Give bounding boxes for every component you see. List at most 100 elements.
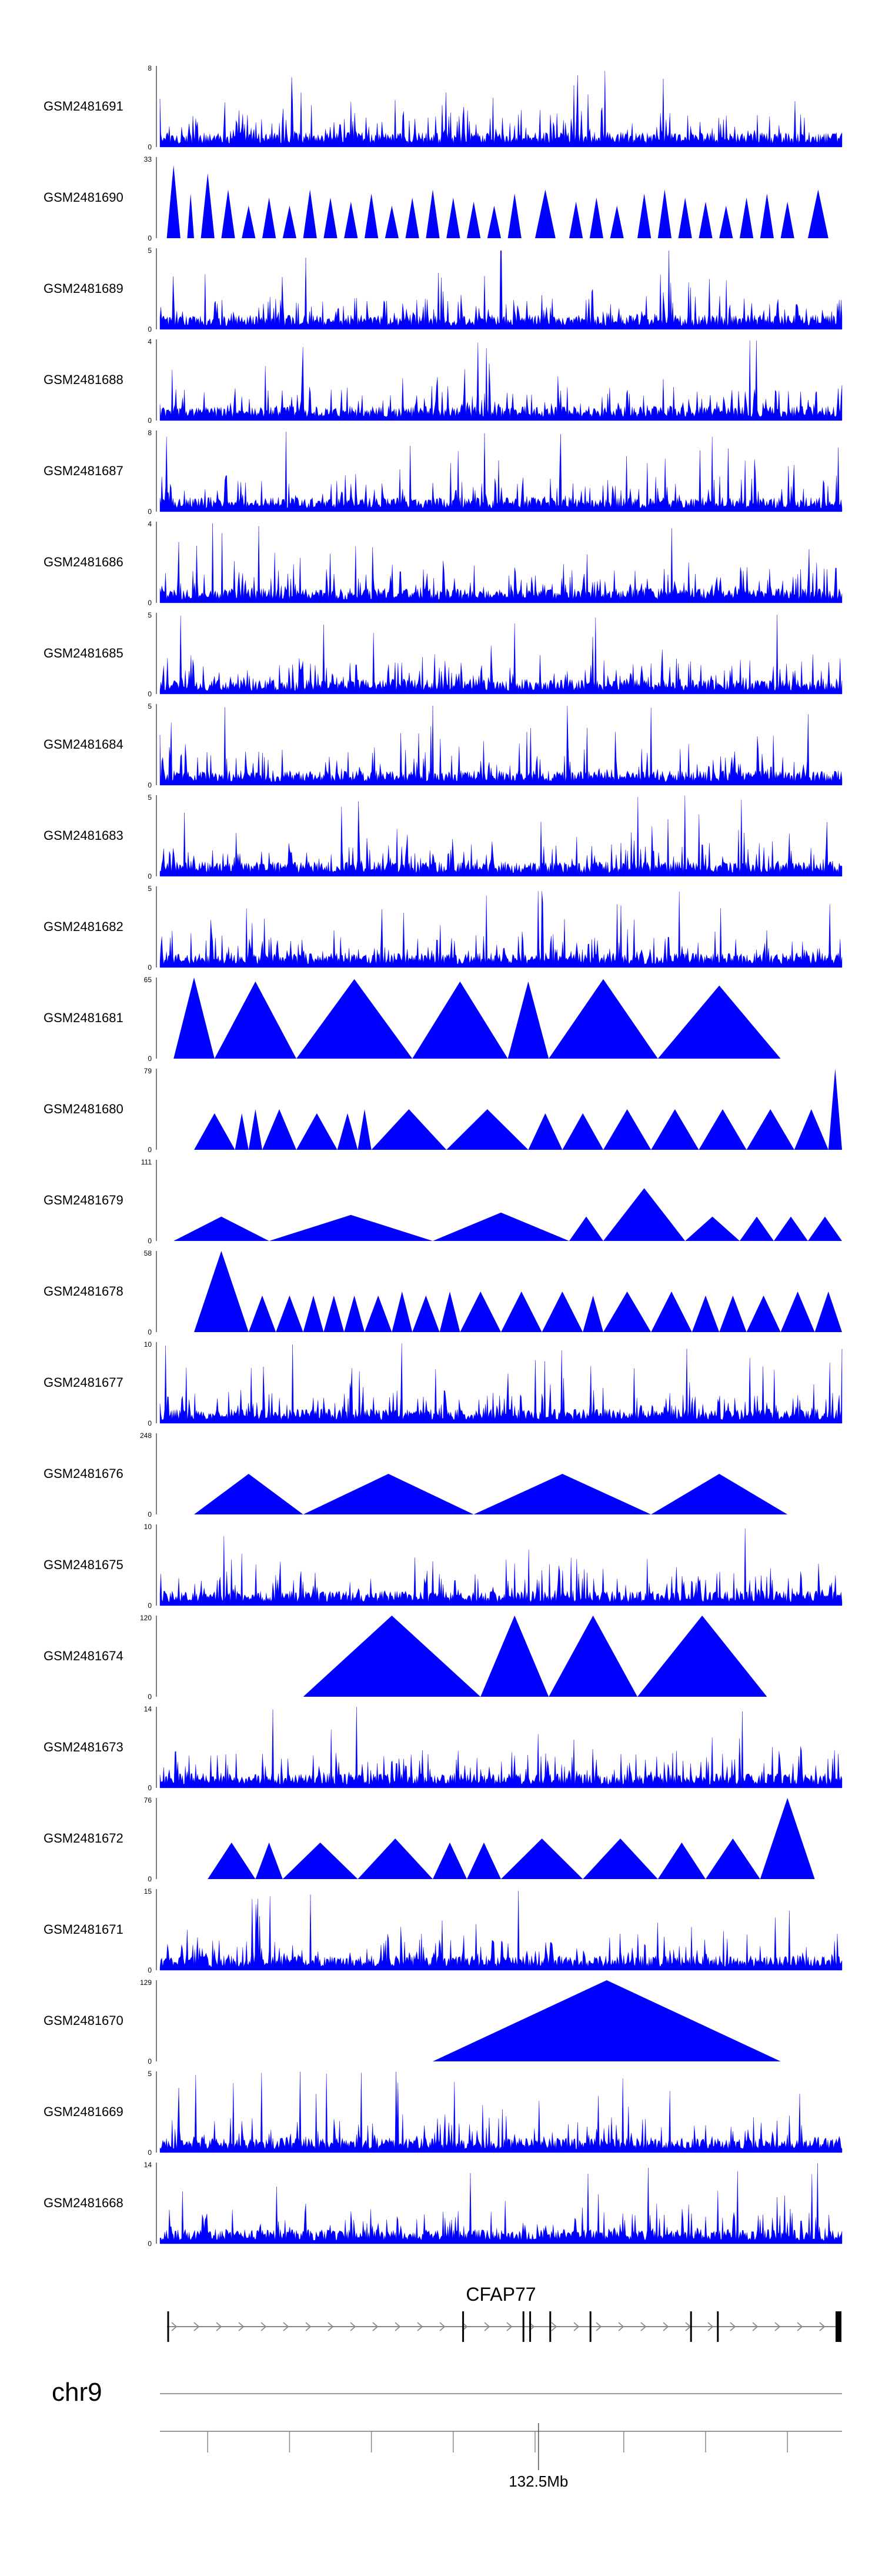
strand-arrow-icon	[730, 2322, 736, 2331]
coverage-peak	[323, 198, 338, 238]
coverage-peak	[569, 201, 583, 238]
coverage-peak	[433, 1842, 467, 1879]
gene-track: CFAP77	[167, 2284, 841, 2342]
coverage-peak	[296, 1113, 338, 1150]
track-ymin-label: 0	[148, 1875, 152, 1883]
track-GSM2481676: GSM2481676 248 0	[44, 1432, 788, 1519]
track-name-label: GSM2481681	[44, 1010, 123, 1025]
strand-arrow-icon	[171, 2322, 178, 2331]
gene-exon	[549, 2311, 552, 2342]
track-GSM2481679: GSM2481679 111 0	[44, 1158, 842, 1245]
coverage-peak	[460, 1292, 501, 1332]
track-name-label: GSM2481673	[44, 1740, 123, 1754]
coverage-peak	[691, 1295, 720, 1332]
coverage-peak	[501, 1292, 542, 1332]
strand-arrow-icon	[640, 2322, 647, 2331]
coverage-peak	[637, 193, 652, 238]
track-ymin-label: 0	[148, 1966, 152, 1974]
track-ymax-label: 14	[144, 2161, 152, 2169]
strand-arrow-icon	[238, 2322, 245, 2331]
coverage-peak	[651, 1474, 788, 1514]
coverage-peak	[603, 1292, 652, 1332]
track-ymax-label: 5	[148, 702, 152, 710]
track-ymax-label: 5	[148, 246, 152, 255]
coverage-peak	[603, 1188, 686, 1241]
coverage-peak	[699, 201, 713, 238]
coverage-peak	[760, 1798, 815, 1879]
coverage-peak	[194, 1251, 249, 1332]
track-GSM2481689: GSM2481689 5 0	[44, 246, 843, 333]
track-ymax-label: 14	[144, 1705, 152, 1713]
coverage-peak	[269, 1214, 433, 1241]
gene-name-label: CFAP77	[466, 2284, 536, 2305]
track-ymin-label: 0	[148, 325, 152, 333]
chromosome-axis: chr9 132.5Mb	[52, 2378, 842, 2490]
coverage-peak	[405, 198, 419, 238]
track-ymax-label: 10	[144, 1523, 152, 1531]
coverage-peak	[562, 1113, 603, 1150]
gene-exon	[167, 2311, 169, 2342]
coverage-peak	[187, 193, 194, 238]
track-ymax-label: 5	[148, 2070, 152, 2078]
track-ymax-label: 4	[148, 520, 152, 528]
track-name-label: GSM2481669	[44, 2104, 123, 2119]
track-name-label: GSM2481672	[44, 1831, 123, 1846]
coverage-peak	[337, 1113, 358, 1150]
track-ymin-label: 0	[148, 1510, 152, 1519]
track-ymax-label: 58	[144, 1249, 152, 1257]
track-GSM2481680: GSM2481680 79 0	[44, 1067, 842, 1154]
gene-exon	[690, 2311, 692, 2342]
coverage-peak	[651, 1109, 699, 1150]
coverage-peak	[569, 1216, 603, 1241]
coverage-area	[159, 340, 843, 421]
coverage-peak	[657, 1842, 706, 1879]
coverage-peak	[358, 1109, 372, 1150]
strand-arrow-icon	[350, 2322, 356, 2331]
track-GSM2481684: GSM2481684 5 0	[44, 702, 843, 789]
track-name-label: GSM2481674	[44, 1649, 123, 1663]
track-ymax-label: 5	[148, 793, 152, 802]
strand-arrow-icon	[819, 2322, 826, 2331]
track-name-label: GSM2481682	[44, 919, 123, 934]
coverage-peak	[657, 189, 671, 238]
track-name-label: GSM2481670	[44, 2013, 123, 2028]
strand-arrow-icon	[439, 2322, 446, 2331]
track-ymax-label: 65	[144, 976, 152, 984]
coverage-peak	[242, 205, 256, 238]
track-ymin-label: 0	[148, 1784, 152, 1792]
track-GSM2481669: GSM2481669 5 0	[44, 2070, 843, 2157]
track-ymax-label: 111	[141, 1158, 152, 1166]
coverage-peak	[303, 189, 317, 238]
track-GSM2481678: GSM2481678 58 0	[44, 1249, 842, 1336]
coverage-peak	[760, 193, 774, 238]
track-name-label: GSM2481688	[44, 372, 123, 387]
coverage-peak	[535, 189, 556, 238]
gene-exon	[522, 2311, 524, 2342]
coverage-peak	[282, 1842, 358, 1879]
track-name-label: GSM2481678	[44, 1284, 123, 1299]
coverage-peak	[657, 985, 781, 1059]
coverage-peak	[248, 1295, 276, 1332]
gene-exon	[529, 2311, 532, 2342]
coverage-peak	[439, 1292, 460, 1332]
track-GSM2481677: GSM2481677 10 0	[44, 1340, 843, 1427]
coverage-area	[159, 1343, 843, 1424]
track-GSM2481682: GSM2481682 5 0	[44, 885, 843, 972]
coverage-peak	[487, 205, 501, 238]
coverage-area	[159, 615, 843, 695]
track-GSM2481685: GSM2481685 5 0	[44, 611, 843, 698]
strand-arrow-icon	[551, 2322, 557, 2331]
strand-arrow-icon	[707, 2322, 714, 2331]
coverage-peak	[814, 1292, 842, 1332]
coverage-peak	[583, 1838, 658, 1879]
coverage-peak	[194, 1113, 235, 1150]
coverage-area	[159, 1707, 843, 1788]
coverage-peak	[194, 1474, 303, 1514]
track-ymin-label: 0	[148, 1237, 152, 1245]
coverage-peak	[719, 205, 733, 238]
coverage-area	[159, 2163, 843, 2244]
track-ymax-label: 5	[148, 611, 152, 619]
track-GSM2481675: GSM2481675 10 0	[44, 1523, 843, 1610]
coverage-peak	[467, 1842, 501, 1879]
